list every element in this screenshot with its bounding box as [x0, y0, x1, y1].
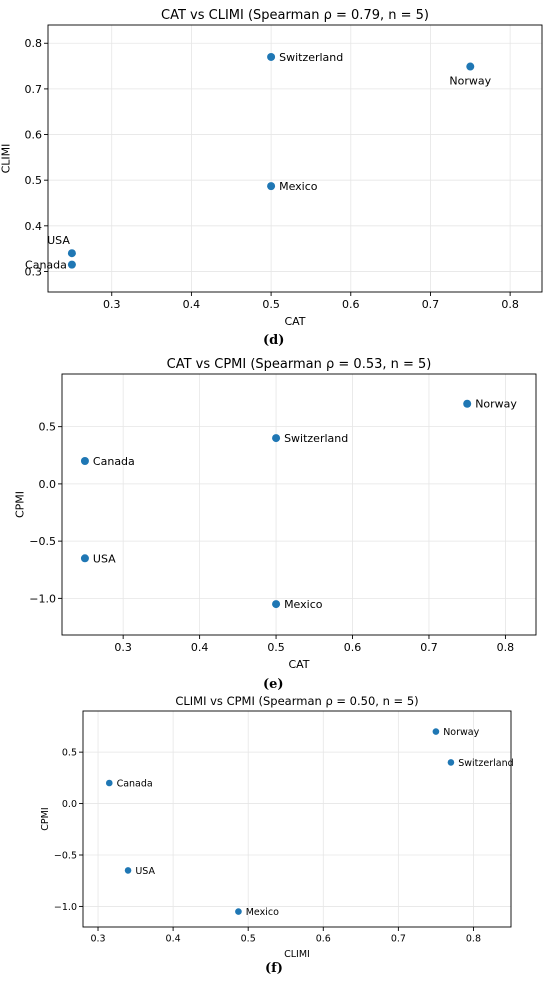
point-label: Canada [25, 259, 67, 272]
x-tick-label: 0.6 [316, 934, 331, 945]
point-label: Canada [117, 778, 153, 789]
data-point [235, 908, 242, 915]
x-axis-label: CAT [284, 315, 305, 328]
panel-label-f: (f) [265, 961, 283, 976]
point-label: Switzerland [279, 51, 343, 64]
x-tick-label: 0.3 [103, 298, 121, 311]
y-axis-label: CLIMI [0, 144, 13, 174]
plot-frame [61, 373, 537, 636]
chart-title: CAT vs CLIMI (Spearman ρ = 0.79, n = 5) [161, 8, 429, 23]
data-point [272, 600, 281, 609]
chart-cat-vs-cpmi: 0.3 0.4 0.5 0.6 0.7 0.8 −1.0 −0.5 0.0 0.5 CAT vs C… [14, 357, 537, 671]
plot-frame [47, 24, 543, 293]
y-tick-label: 0.8 [25, 37, 43, 50]
data-point [447, 759, 455, 766]
x-tick-label: 0.7 [420, 641, 438, 654]
data-point [67, 249, 76, 258]
x-tick-label: 0.4 [191, 641, 209, 654]
y-tick-label: 0.3 [25, 265, 43, 278]
point-label: Switzerland [458, 758, 513, 769]
point-label: Canada [93, 455, 135, 468]
panel-label-e: (e) [263, 677, 284, 692]
x-tick-label: 0.6 [344, 641, 362, 654]
data-point [105, 779, 113, 787]
x-tick-label: 0.8 [466, 934, 481, 945]
plot-frame [82, 710, 512, 928]
panel-label-d: (d) [263, 333, 285, 348]
y-tick-label: 0.5 [62, 748, 77, 759]
x-tick-label: 0.4 [166, 934, 181, 945]
y-tick-label: 0.0 [39, 478, 57, 491]
point-label: Norway [449, 75, 491, 88]
y-tick-label: 0.7 [25, 83, 43, 96]
point-label: USA [47, 234, 70, 247]
point-label: USA [93, 552, 116, 565]
x-tick-label: 0.7 [422, 298, 440, 311]
y-tick-label: −0.5 [29, 535, 56, 548]
y-tick-label: 0.6 [25, 128, 43, 141]
chart-title: CLIMI vs CPMI (Spearman ρ = 0.50, n = 5) [175, 694, 418, 708]
data-point [80, 457, 89, 465]
x-axis-label: CAT [288, 658, 309, 671]
x-tick-label: 0.8 [497, 641, 515, 654]
y-tick-label: 0.0 [62, 799, 77, 810]
point-label: Mexico [279, 180, 318, 193]
data-point [267, 52, 276, 61]
point-label: Mexico [284, 598, 323, 611]
y-axis-label: CPMI [14, 491, 27, 518]
x-tick-label: 0.3 [114, 641, 132, 654]
chart-cat-vs-climi: 0.3 0.4 0.5 0.6 0.7 0.8 0.3 0.4 0.5 0.6 0.7 0.8 CAT … [0, 8, 543, 328]
chart-climi-vs-cpmi: 0.3 0.4 0.5 0.6 0.7 0.8 −1.0 −0.5 0.0 0.5 CLIMI vs… [40, 694, 513, 960]
y-tick-label: −1.0 [54, 902, 77, 913]
data-point [463, 399, 472, 408]
data-point [80, 554, 89, 563]
chart-title: CAT vs CPMI (Spearman ρ = 0.53, n = 5) [167, 357, 432, 372]
y-tick-label: −1.0 [29, 592, 56, 605]
y-tick-label: 0.5 [25, 174, 43, 187]
x-tick-label: 0.7 [391, 934, 406, 945]
data-point [466, 62, 475, 71]
data-point [67, 260, 76, 269]
point-label: Switzerland [284, 432, 348, 445]
data-point [124, 867, 132, 874]
y-tick-label: 0.5 [39, 421, 57, 434]
y-tick-label: 0.4 [25, 220, 43, 233]
x-tick-label: 0.8 [501, 298, 519, 311]
x-tick-label: 0.4 [183, 298, 201, 311]
y-tick-label: −0.5 [54, 850, 77, 861]
point-label: Norway [475, 398, 517, 411]
x-tick-label: 0.5 [262, 298, 280, 311]
point-label: Mexico [246, 907, 279, 918]
x-tick-label: 0.3 [90, 934, 105, 945]
x-tick-label: 0.6 [342, 298, 360, 311]
point-label: Norway [443, 727, 479, 738]
point-label: USA [135, 866, 155, 877]
data-point [267, 182, 276, 191]
data-point [272, 434, 281, 443]
x-tick-label: 0.5 [241, 934, 256, 945]
x-axis-label: CLIMI [284, 949, 310, 960]
x-tick-label: 0.5 [267, 641, 285, 654]
y-axis-label: CPMI [40, 807, 51, 830]
data-point [432, 728, 440, 735]
